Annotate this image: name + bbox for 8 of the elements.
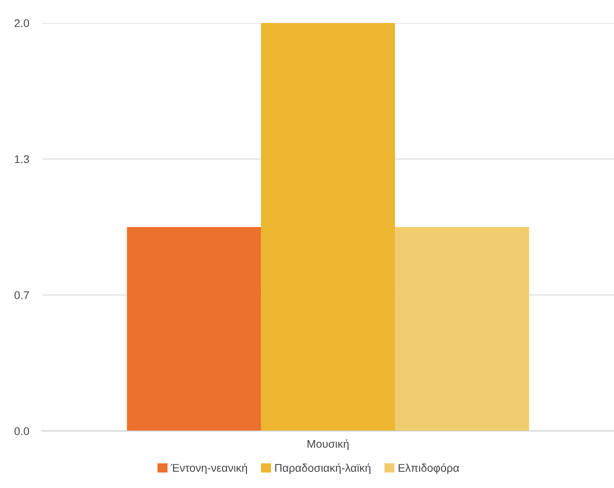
y-tick-label: 0.0 — [14, 427, 30, 436]
y-tick-label: 1.3 — [14, 155, 30, 164]
y-tick-label: 0.7 — [14, 291, 29, 300]
legend-label: Παραδοσιακή-λαϊκή — [275, 463, 370, 474]
x-tick-label: Μουσική — [308, 439, 349, 450]
legend-label: Έντονη-νεανική — [170, 463, 247, 474]
legend-label: Ελπιδοφόρα — [398, 463, 460, 474]
y-tick-label: 2.0 — [14, 19, 30, 28]
